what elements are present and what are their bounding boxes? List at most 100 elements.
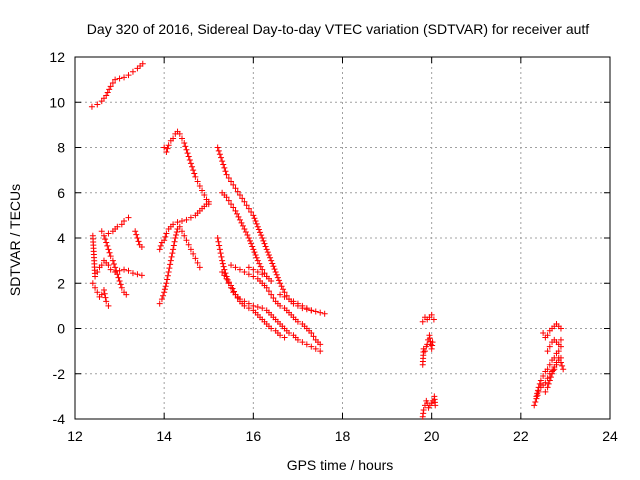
data-point	[294, 318, 301, 325]
data-point	[274, 274, 281, 281]
data-point	[321, 310, 328, 317]
data-point	[139, 60, 146, 67]
data-point	[265, 288, 272, 295]
data-point	[269, 260, 276, 267]
data-point	[251, 249, 258, 256]
data-point	[215, 238, 222, 245]
data-point	[253, 254, 260, 261]
x-tick-label: 20	[424, 428, 440, 444]
data-point	[277, 332, 284, 339]
data-point	[241, 225, 248, 232]
data-point	[243, 202, 250, 209]
data-point	[134, 271, 141, 278]
x-tick-label: 22	[513, 428, 529, 444]
data-point	[94, 268, 101, 275]
series-arc-a	[88, 60, 146, 110]
data-point	[232, 185, 239, 192]
data-point	[172, 235, 179, 241]
data-point	[310, 333, 317, 340]
data-point	[432, 402, 439, 409]
data-point	[183, 146, 190, 153]
data-point	[187, 246, 194, 253]
data-point	[174, 219, 181, 226]
data-point	[123, 291, 130, 298]
data-point	[220, 161, 227, 168]
data-point	[532, 399, 539, 406]
data-point	[299, 302, 306, 309]
data-point	[196, 182, 203, 189]
data-point	[216, 246, 223, 253]
data-point	[161, 286, 168, 293]
data-point	[540, 330, 547, 337]
data-point	[173, 231, 180, 238]
data-point	[270, 263, 277, 270]
data-point	[132, 228, 139, 235]
data-point	[551, 363, 558, 370]
data-point	[233, 210, 240, 217]
data-point	[270, 294, 277, 301]
data-point	[216, 151, 223, 158]
data-point	[236, 192, 243, 199]
data-point	[158, 296, 165, 303]
data-point	[109, 80, 116, 87]
data-point	[183, 216, 190, 223]
data-point	[221, 272, 228, 279]
data-point	[549, 370, 556, 377]
data-point	[107, 266, 114, 273]
data-point	[167, 261, 174, 268]
x-axis-title: GPS time / hours	[287, 457, 394, 473]
data-point	[272, 268, 279, 275]
data-point	[157, 242, 164, 249]
data-point	[111, 261, 118, 268]
data-point	[225, 175, 232, 182]
data-point	[268, 325, 275, 332]
data-point	[187, 160, 194, 167]
data-point	[317, 348, 324, 355]
data-point	[184, 150, 191, 157]
data-point	[194, 178, 201, 185]
data-point	[531, 402, 538, 409]
data-point	[104, 242, 111, 249]
data-point	[273, 271, 280, 278]
data-point	[222, 168, 229, 175]
y-tick-label: -4	[53, 411, 66, 427]
data-point	[260, 237, 267, 244]
data-point	[308, 343, 315, 350]
data-point	[225, 279, 232, 286]
data-point	[254, 223, 261, 230]
data-point	[189, 163, 196, 170]
data-point	[176, 130, 183, 137]
data-point	[219, 268, 226, 275]
data-point	[254, 304, 261, 311]
data-point	[542, 379, 549, 386]
data-point	[138, 244, 145, 251]
data-point	[544, 366, 551, 373]
y-tick-label: 2	[57, 275, 65, 291]
data-point	[277, 291, 284, 298]
data-point	[109, 257, 116, 264]
data-point	[249, 243, 256, 250]
series-arc-u	[531, 354, 564, 409]
series-arc-d	[98, 228, 130, 298]
data-point	[186, 156, 193, 163]
data-point	[190, 167, 197, 174]
data-point	[545, 380, 552, 387]
data-point	[238, 219, 245, 226]
data-point	[162, 233, 169, 240]
data-point	[248, 208, 255, 215]
data-point	[544, 384, 551, 391]
data-point	[250, 246, 257, 253]
data-point	[546, 343, 553, 350]
data-point	[170, 135, 177, 142]
series-arc-m	[219, 268, 288, 341]
data-point	[540, 373, 547, 380]
data-point	[164, 276, 171, 283]
data-point	[103, 239, 110, 246]
data-point	[106, 86, 113, 93]
data-point	[205, 198, 212, 205]
data-point	[245, 205, 252, 212]
data-point	[257, 229, 264, 236]
series-arc-g	[161, 128, 212, 208]
data-point	[116, 75, 123, 82]
